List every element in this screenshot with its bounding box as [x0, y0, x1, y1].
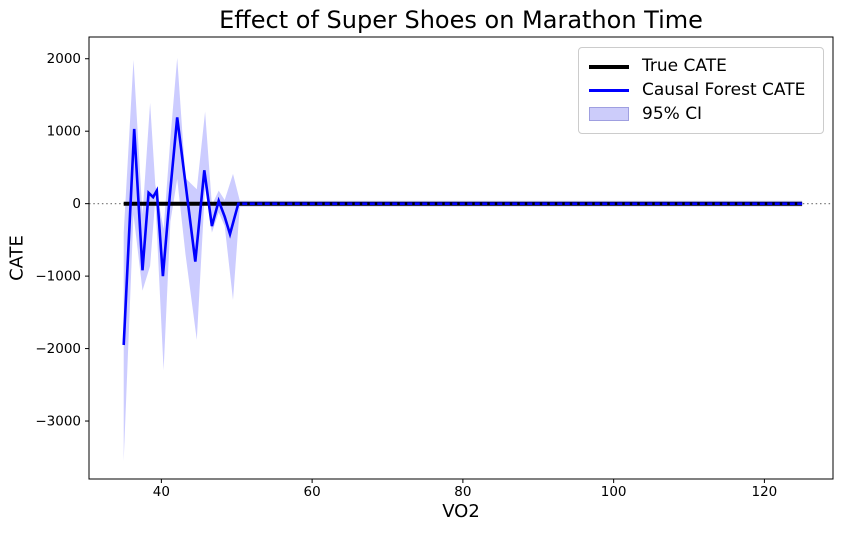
- x-tick-label: 80: [454, 484, 471, 500]
- chart-title: Effect of Super Shoes on Marathon Time: [219, 6, 703, 34]
- y-tick-label: −1000: [35, 269, 81, 285]
- true-cate-line-swatch: [589, 64, 629, 70]
- y-tick-label: 1000: [47, 124, 81, 140]
- legend-item-95-ci: 95% CI: [589, 103, 813, 124]
- legend: True CATE Causal Forest CATE 95% CI: [578, 47, 824, 134]
- legend-label-95-ci: 95% CI: [642, 103, 703, 124]
- causal-forest-cate-line-swatch: [589, 88, 629, 92]
- x-tick-label: 100: [601, 484, 627, 500]
- legend-label-causal-forest-cate: Causal Forest CATE: [642, 79, 806, 100]
- legend-label-true-cate: True CATE: [642, 56, 727, 77]
- y-axis-label: CATE: [6, 235, 28, 281]
- y-tick-label: 2000: [47, 51, 81, 67]
- y-tick-label: −3000: [35, 414, 81, 430]
- axes-border: [88, 36, 834, 480]
- legend-item-causal-forest-cate: Causal Forest CATE: [589, 79, 813, 100]
- x-tick-label: 40: [153, 484, 170, 500]
- x-tick-label: 60: [304, 484, 321, 500]
- x-tick-label: 120: [752, 484, 778, 500]
- ci-patch-swatch: [589, 107, 629, 122]
- causal-forest-cate-line: [122, 117, 803, 346]
- legend-item-true-cate: True CATE: [589, 58, 813, 75]
- y-tick-label: −2000: [35, 341, 81, 357]
- x-axis-label: VO2: [442, 501, 480, 522]
- y-tick-label: 0: [72, 196, 81, 212]
